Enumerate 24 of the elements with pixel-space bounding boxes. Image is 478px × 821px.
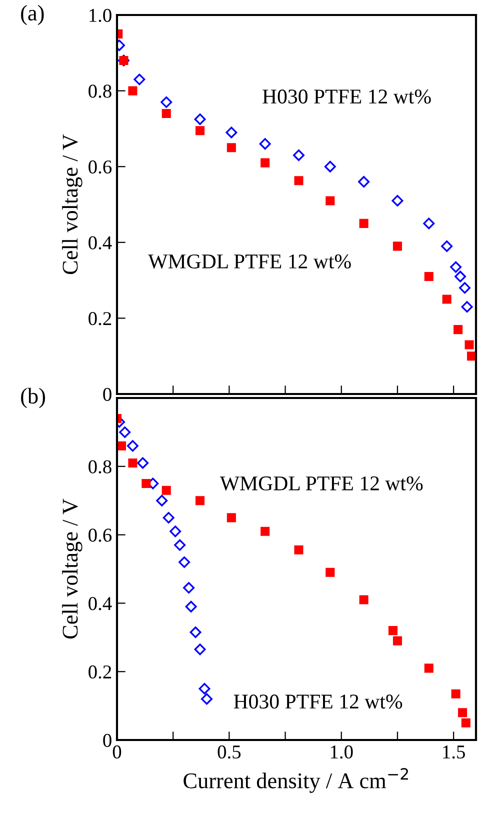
x-tick-label: 1.0 [330,745,353,759]
x-tick-label: 0.5 [218,745,241,759]
y-tick-label: 0.6 [88,160,112,174]
y-axis-title: Cell voltage / V [62,498,82,639]
x-tick-label: 1.5 [443,746,465,759]
x-axis-title: Current density / A cm$^{−2}$ [184,768,408,793]
y-tick-label: 0.8 [88,84,112,98]
chart-title: (a) [21,4,44,26]
y-tick-label: 0.2 [88,665,112,679]
y-tick-label: 0.4 [88,236,112,250]
chart-title: (b) [21,388,46,408]
y-tick-label: 0.2 [88,312,112,326]
y-axis-title: Cell voltage / V [62,134,82,274]
x-tick-label: 0 [112,745,122,759]
y-tick-label: 0 [103,388,112,401]
series-label: H030 PTFE 12 wt% [234,694,402,709]
series-label: WMGDL PTFE 12 wt% [220,476,423,491]
series-label: WMGDL PTFE 12 wt% [148,254,351,269]
y-tick-label: 0.8 [88,460,112,474]
series-label: H030 PTFE 12 wt% [262,90,431,104]
y-tick-label: 1.0 [90,8,112,22]
y-tick-label: 0.6 [88,528,112,542]
y-tick-label: 0.4 [88,597,112,610]
y-tick-label: 0 [103,734,112,747]
